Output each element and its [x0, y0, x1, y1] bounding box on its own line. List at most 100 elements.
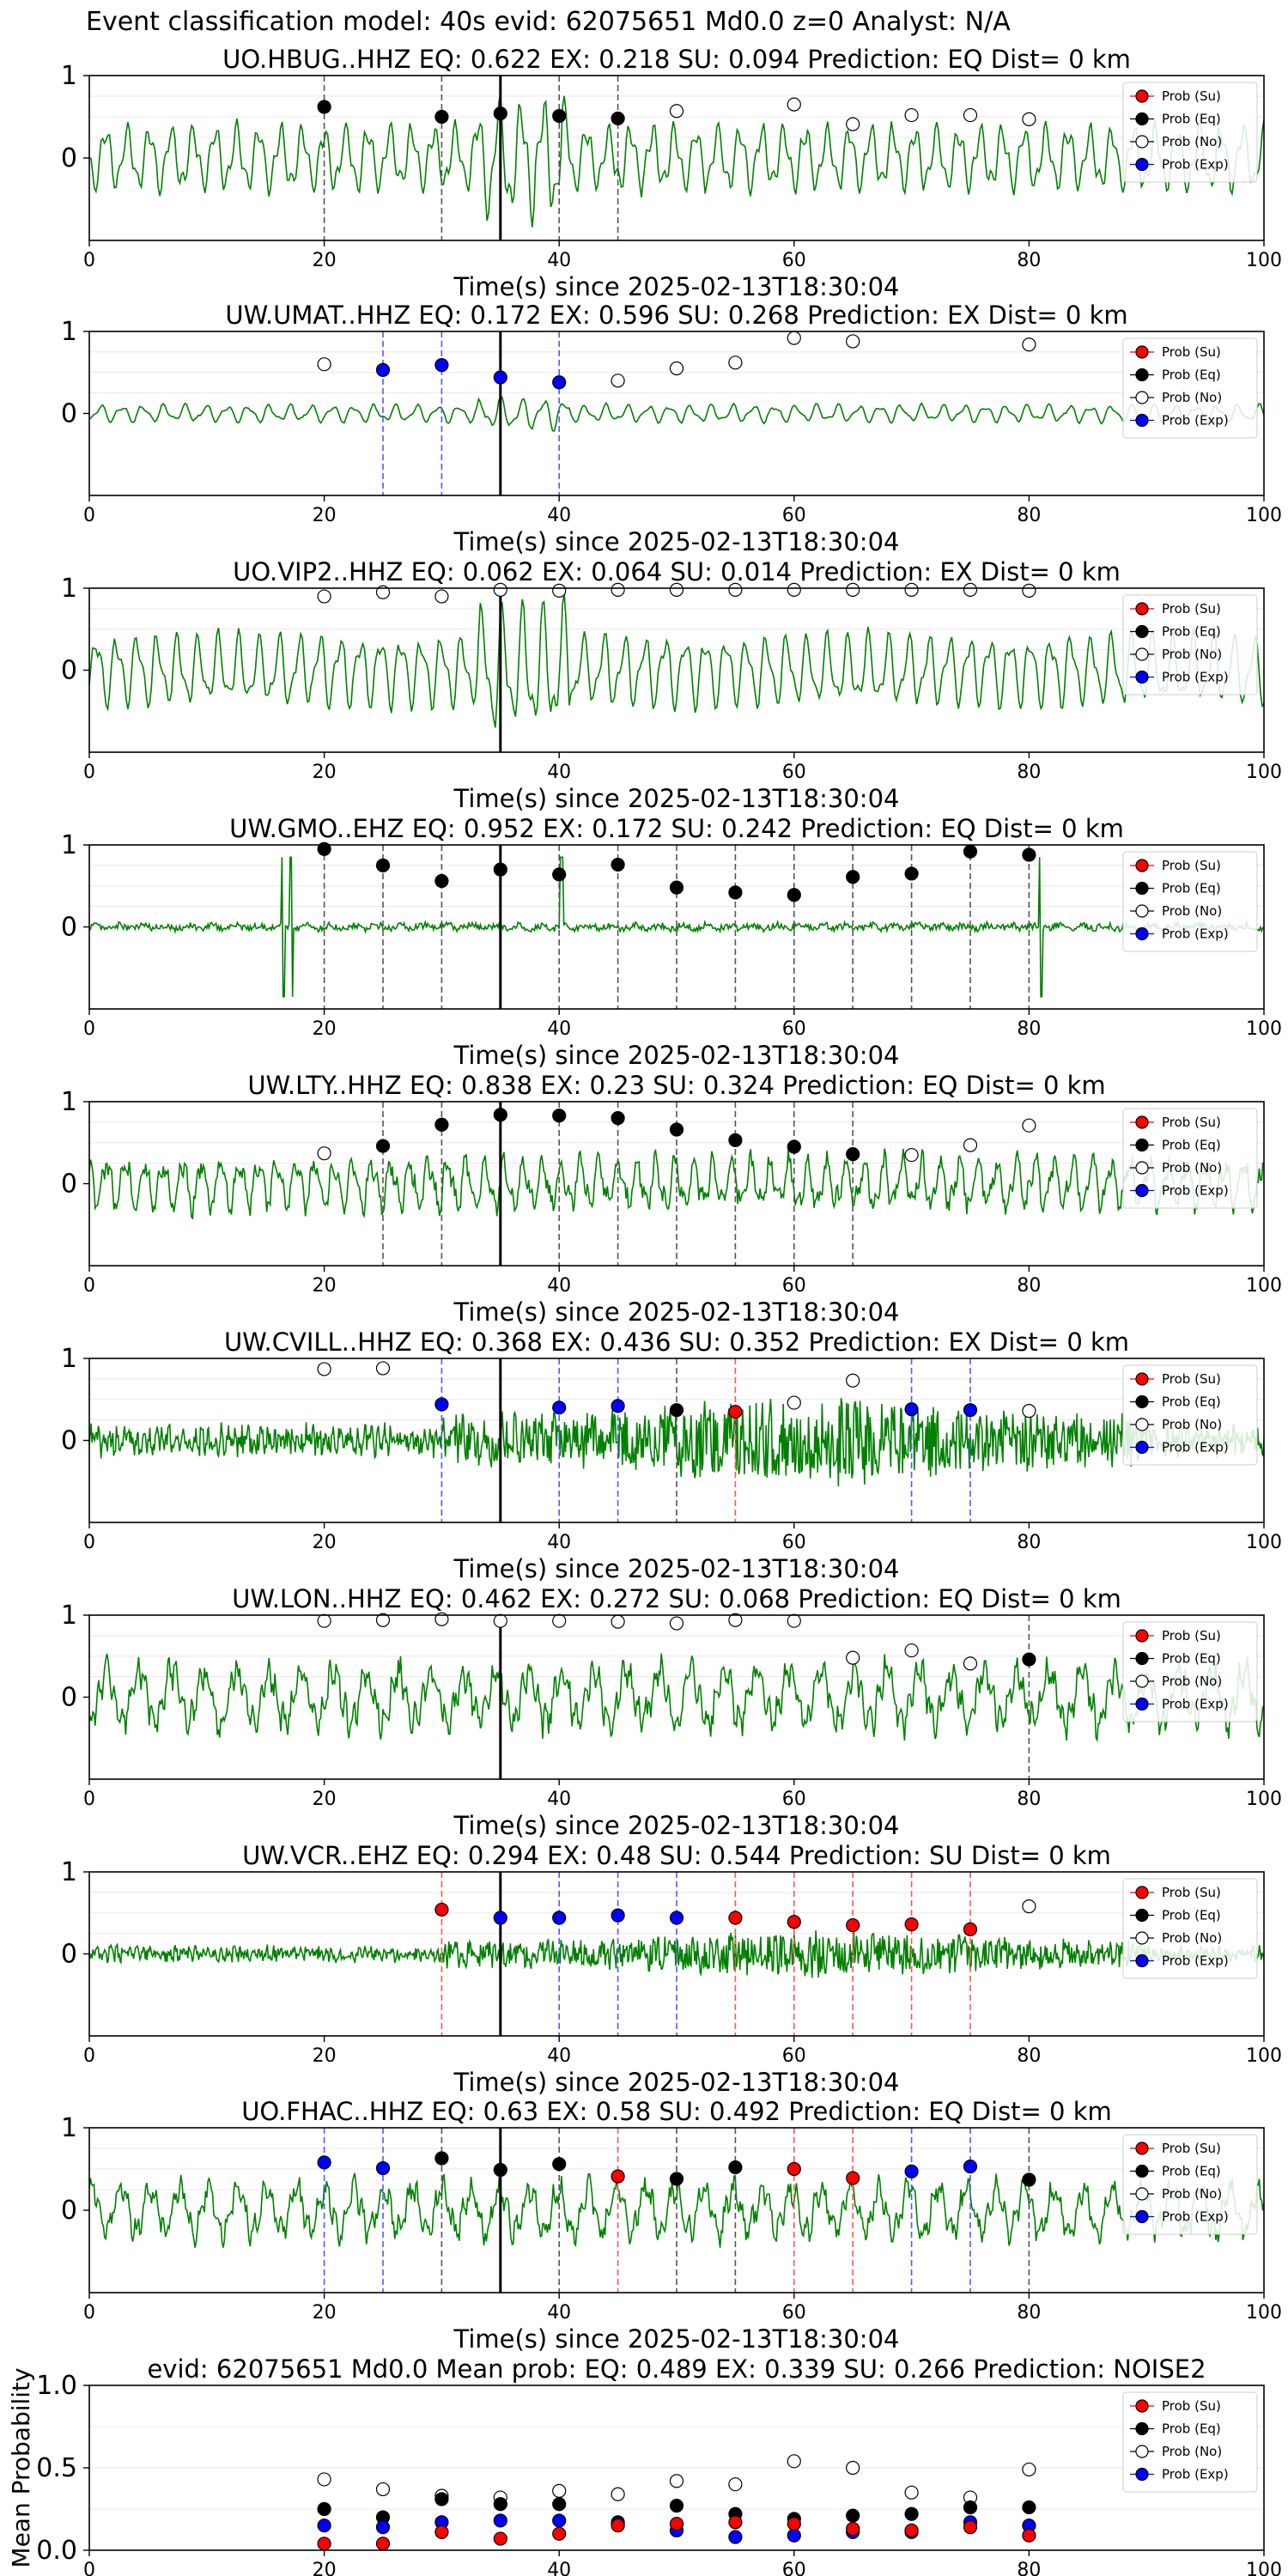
- legend-marker-su: [1135, 1115, 1149, 1129]
- prob-point-eq: [1022, 1652, 1036, 1667]
- panel-title: UW.CVILL..HHZ EQ: 0.368 EX: 0.436 SU: 0.…: [224, 1327, 1129, 1357]
- x-tick-label: 20: [313, 505, 337, 526]
- legend-marker-no: [1135, 1161, 1149, 1175]
- panel-9: 0 20 40 60 80 100 0.0 0.5 1.0 evid: 62075651 Md0.…: [7, 2354, 1282, 2576]
- x-tick-label: 40: [547, 1018, 571, 1040]
- x-tick-label: 100: [1246, 1275, 1282, 1297]
- prob-point-no: [963, 1138, 978, 1152]
- prob-point-su: [904, 2523, 919, 2538]
- prob-point-eq: [434, 109, 449, 125]
- y-tick-label: 0.0: [36, 2536, 77, 2566]
- legend-label: Prob (Eq): [1162, 1651, 1221, 1667]
- x-tick-label: 80: [1017, 762, 1041, 783]
- prob-point-su: [963, 1922, 978, 1936]
- legend-label: Prob (Su): [1162, 1115, 1221, 1130]
- prob-point-eq: [669, 1403, 684, 1418]
- panel-3: 0 20 40 60 80 100 0 1 UW.GMO..EHZ EQ: 0.952 EX: …: [61, 814, 1282, 1070]
- prob-point-no: [728, 355, 743, 370]
- prob-point-no: [375, 1361, 391, 1376]
- prob-point-no: [611, 374, 625, 388]
- prob-point-ex: [317, 2155, 331, 2170]
- x-tick-label: 60: [782, 1275, 806, 1297]
- legend-label: Prob (Eq): [1162, 368, 1221, 383]
- legend-marker-ex: [1135, 927, 1149, 941]
- prob-point-eq: [493, 106, 507, 121]
- prob-point-no: [669, 582, 684, 598]
- legend-label: Prob (Eq): [1162, 112, 1221, 127]
- prob-point-no: [611, 582, 625, 598]
- prob-point-eq: [669, 1122, 684, 1137]
- legend-label: Prob (Su): [1162, 858, 1221, 873]
- legend-marker-su: [1135, 859, 1149, 872]
- prob-point-eq: [552, 867, 567, 882]
- legend-marker-ex: [1135, 1697, 1149, 1711]
- prob-point-eq: [552, 2157, 567, 2172]
- y-tick-label: 0: [61, 1940, 77, 1970]
- x-tick-label: 100: [1246, 2302, 1282, 2324]
- legend-label: Prob (Su): [1162, 2141, 1221, 2156]
- prob-point-eq: [904, 2506, 919, 2521]
- prob-point-ex: [904, 2164, 919, 2178]
- panel-8: 0 20 40 60 80 100 0 1 UO.FHAC..HHZ EQ: 0.63 EX: …: [61, 2097, 1282, 2354]
- legend-box: [1122, 337, 1258, 439]
- x-tick-label: 100: [1246, 1018, 1282, 1040]
- prob-point-su: [904, 1917, 919, 1932]
- prob-point-no: [493, 1613, 507, 1628]
- prob-point-eq: [963, 2500, 978, 2515]
- prob-point-no: [552, 1613, 567, 1628]
- x-tick-label: 100: [1246, 2045, 1282, 2067]
- panel-6: 0 20 40 60 80 100 0 1 UW.LON..HHZ EQ: 0.462 EX: …: [61, 1584, 1282, 1840]
- prob-point-su: [846, 2521, 860, 2537]
- x-tick-label: 60: [782, 762, 806, 783]
- legend-label: Prob (Exp): [1162, 1697, 1229, 1712]
- legend: Prob (Su) Prob (Eq) Prob (No) Prob (Exp): [1122, 1108, 1258, 1209]
- prob-point-su: [1022, 2528, 1036, 2543]
- legend: Prob (Su) Prob (Eq) Prob (No) Prob (Exp): [1122, 851, 1258, 952]
- x-tick-label: 100: [1246, 2560, 1282, 2576]
- legend-box: [1122, 2391, 1258, 2493]
- legend-marker-ex: [1135, 1440, 1149, 1455]
- x-tick-label: 20: [313, 1532, 337, 1553]
- prob-point-eq: [552, 108, 567, 124]
- legend-label: Prob (Exp): [1162, 1953, 1229, 1969]
- prob-point-no: [904, 107, 919, 123]
- prob-point-su: [611, 2169, 625, 2184]
- waveform-trace: [88, 93, 1265, 228]
- prob-point-ex: [611, 1908, 625, 1923]
- prob-point-su: [317, 2537, 331, 2551]
- panel-5: 0 20 40 60 80 100 0 1 UW.CVILL..HHZ EQ: 0.368 EX…: [61, 1327, 1282, 1583]
- axes-frame: [88, 587, 1265, 753]
- x-tick-label: 80: [1017, 2302, 1041, 2324]
- legend-label: Prob (No): [1162, 134, 1222, 149]
- legend-label: Prob (Exp): [1162, 157, 1229, 173]
- y-tick-label: 1: [61, 1087, 77, 1117]
- x-tick-label: 0: [83, 2045, 95, 2067]
- panel-4: 0 20 40 60 80 100 0 1 UW.LTY..HHZ EQ: 0.838 EX: …: [61, 1071, 1282, 1327]
- x-tick-label: 100: [1246, 762, 1282, 783]
- x-tick-label: 60: [782, 505, 806, 526]
- x-axis-label: Time(s) since 2025-02-13T18:30:04: [453, 272, 900, 301]
- prob-point-su: [375, 2537, 391, 2551]
- y-tick-label: 1: [61, 1857, 77, 1887]
- prob-point-eq: [728, 1133, 743, 1147]
- legend-marker-su: [1135, 2142, 1149, 2155]
- legend: Prob (Su) Prob (Eq) Prob (No) Prob (Exp): [1122, 1364, 1258, 1466]
- prob-point-eq: [728, 2160, 743, 2175]
- prob-point-ex: [552, 375, 567, 390]
- waveform-trace: [88, 396, 1265, 433]
- legend-marker-su: [1135, 1886, 1149, 1899]
- legend: Prob (Su) Prob (Eq) Prob (No) Prob (Exp): [1122, 2391, 1258, 2493]
- legend-label: Prob (Exp): [1162, 1183, 1229, 1199]
- prob-point-su: [611, 2518, 625, 2533]
- prob-point-ex: [493, 2513, 507, 2528]
- x-tick-label: 60: [782, 2302, 806, 2324]
- x-tick-label: 60: [782, 1789, 806, 1810]
- x-tick-label: 80: [1017, 1789, 1041, 1810]
- axes-frame: [88, 1614, 1265, 1780]
- prob-point-ex: [728, 2530, 743, 2544]
- prob-point-no: [669, 361, 684, 376]
- prob-point-no: [846, 1373, 860, 1388]
- x-tick-label: 40: [547, 250, 571, 271]
- legend-box: [1122, 82, 1258, 183]
